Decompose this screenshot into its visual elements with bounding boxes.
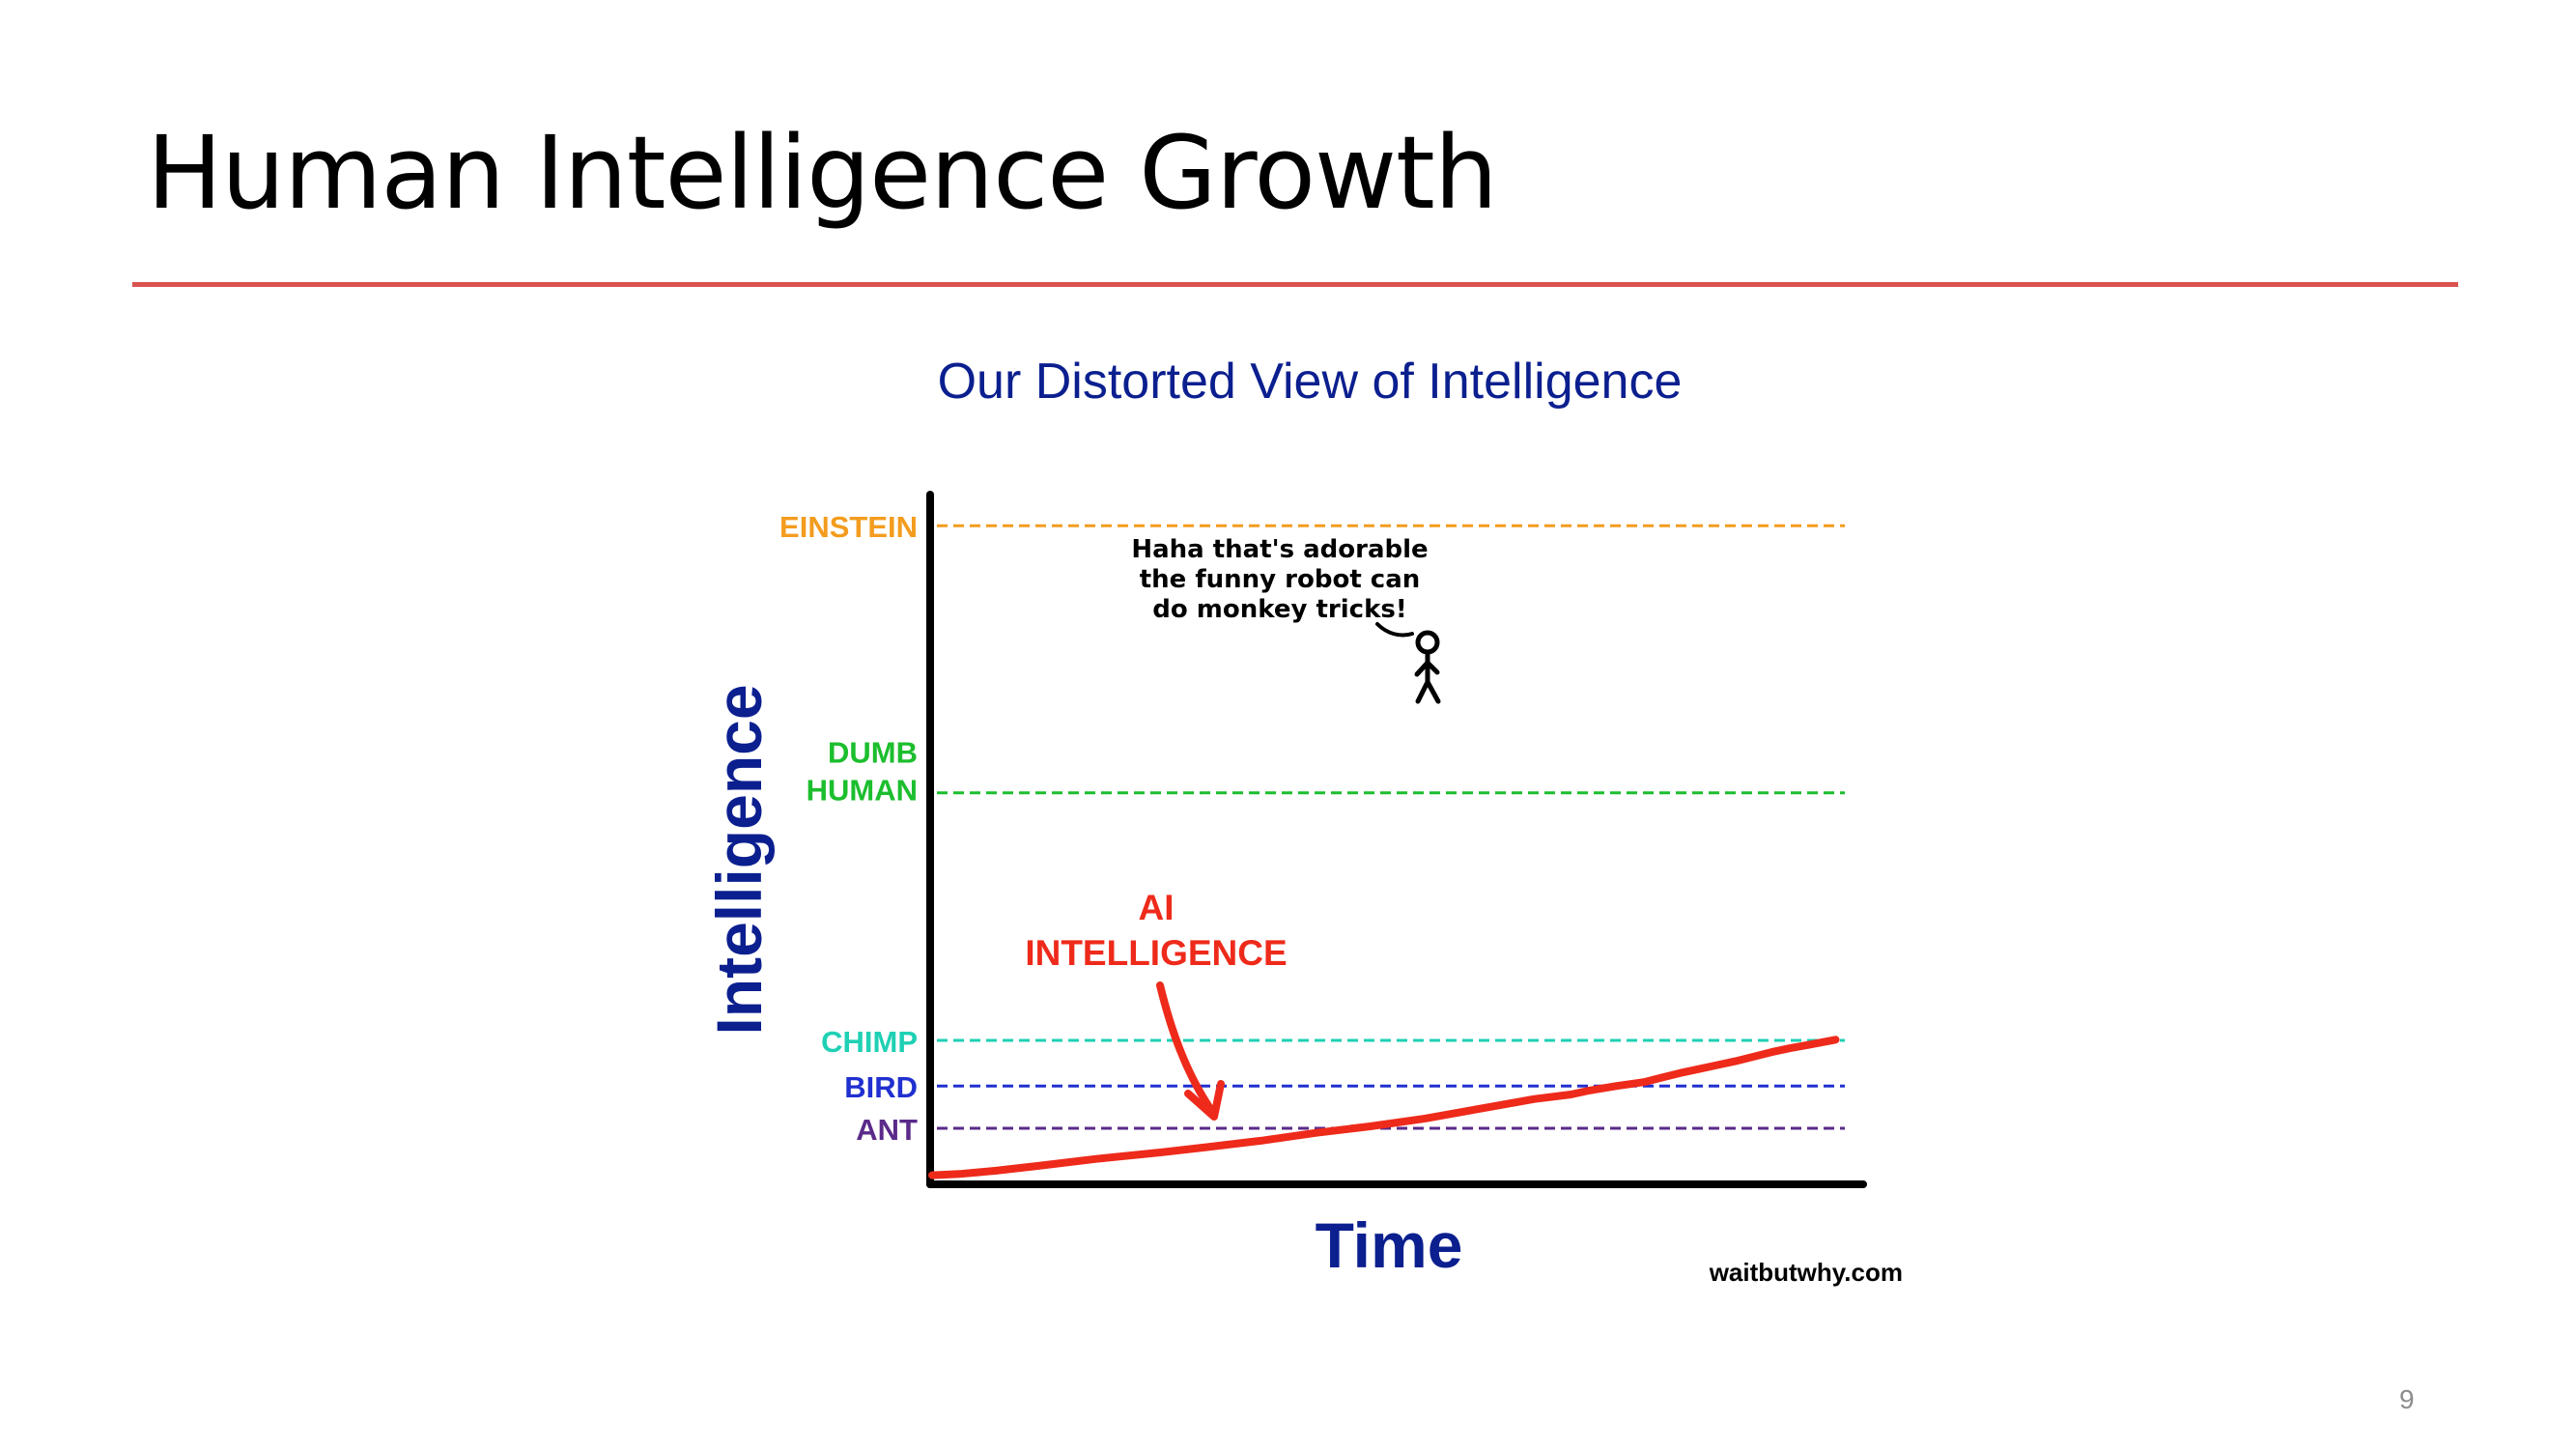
annotation-arrow bbox=[1156, 981, 1217, 1117]
chart-title: Our Distorted View of Intelligence bbox=[938, 354, 1683, 410]
reference-label-chimp: CHIMP bbox=[821, 1025, 918, 1059]
source-credit: waitbutwhy.com bbox=[1709, 1258, 1903, 1287]
speech-pointer bbox=[1375, 622, 1414, 638]
annotation-label: AI INTELLIGENCE bbox=[1025, 888, 1287, 973]
speech-line-3: do monkey tricks! bbox=[1152, 595, 1406, 624]
reference-labels: EINSTEIN DUMB HUMAN CHIMP BIRD ANT bbox=[779, 510, 918, 1147]
reference-label-ant: ANT bbox=[856, 1113, 918, 1147]
annotation-arrowhead bbox=[1184, 1080, 1225, 1121]
reference-label-dumb-human-line-2: HUMAN bbox=[807, 774, 918, 808]
series-layer bbox=[928, 1036, 1840, 1179]
stick-figure-icon bbox=[1414, 630, 1441, 704]
reference-lines bbox=[937, 524, 1845, 1130]
speech-bubble: Haha that's adorable the funny robot can… bbox=[1131, 535, 1428, 624]
reference-label-einstein: EINSTEIN bbox=[779, 510, 918, 544]
x-axis-label: Time bbox=[1316, 1209, 1463, 1281]
annotation-label-line-2: INTELLIGENCE bbox=[1025, 933, 1287, 973]
y-axis-label: Intelligence bbox=[703, 684, 775, 1035]
reference-label-bird: BIRD bbox=[844, 1070, 918, 1104]
title-divider bbox=[132, 282, 2458, 287]
speech-line-2: the funny robot can bbox=[1140, 565, 1421, 594]
speech-line-1: Haha that's adorable bbox=[1131, 535, 1428, 564]
series-line-ai-intelligence bbox=[928, 1036, 1840, 1179]
slide-title: Human Intelligence Growth bbox=[147, 114, 1498, 232]
page-number: 9 bbox=[2399, 1384, 2415, 1414]
annotation-label-line-1: AI bbox=[1139, 888, 1175, 927]
reference-label-dumb-human-line-1: DUMB bbox=[828, 736, 918, 770]
